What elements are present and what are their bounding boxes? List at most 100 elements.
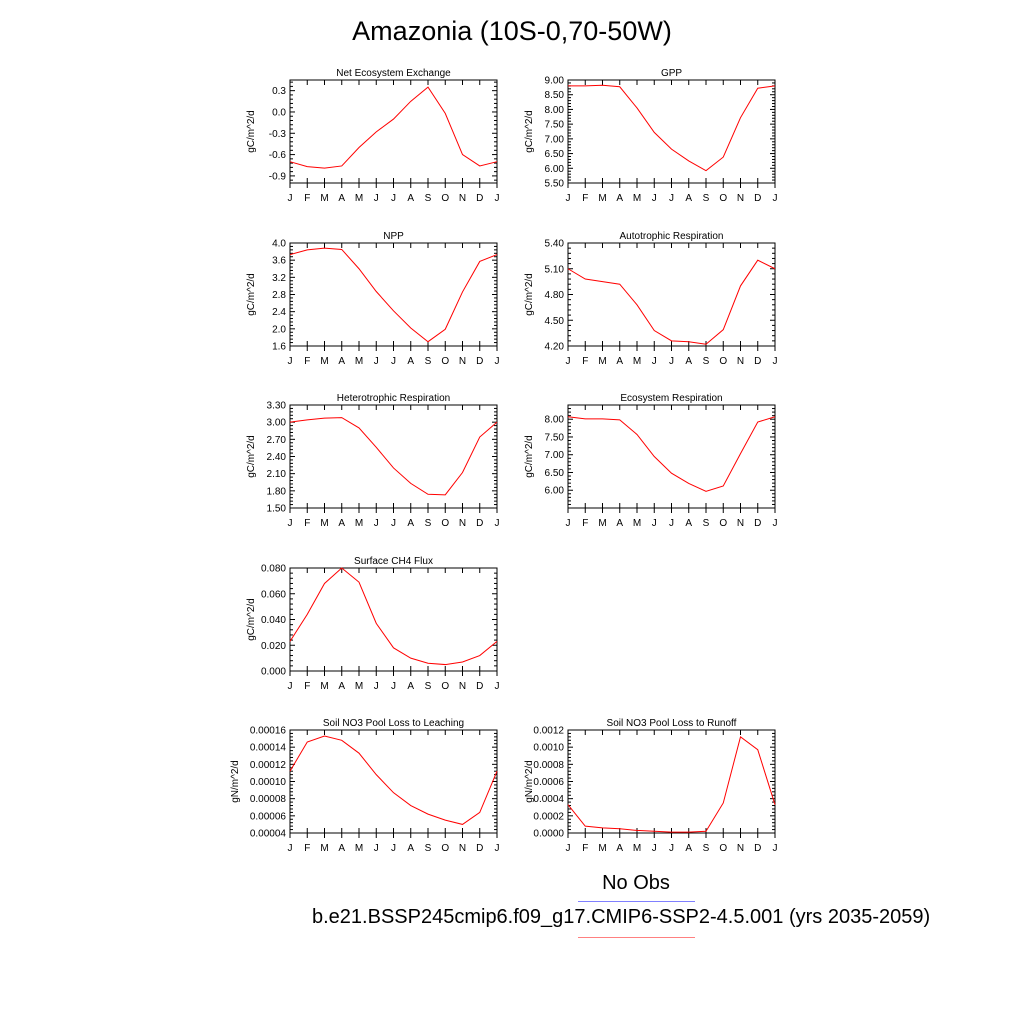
x-tick-label: M bbox=[633, 356, 641, 367]
x-tick-label: O bbox=[719, 193, 727, 204]
x-tick-label: D bbox=[754, 193, 761, 204]
y-tick-label: 8.00 bbox=[545, 105, 565, 116]
x-tick-label: J bbox=[652, 356, 657, 367]
y-tick-label: 2.70 bbox=[267, 435, 287, 446]
x-tick-label: A bbox=[616, 356, 623, 367]
y-tick-label: 0.0 bbox=[272, 107, 286, 118]
y-tick-label: 0.0008 bbox=[533, 760, 564, 771]
y-tick-label: 0.00006 bbox=[250, 811, 287, 822]
x-tick-label: J bbox=[669, 356, 674, 367]
x-tick-label: A bbox=[338, 843, 345, 854]
x-tick-label: M bbox=[320, 843, 328, 854]
x-tick-label: N bbox=[459, 518, 466, 529]
y-axis-label: gC/m^2/d bbox=[246, 110, 257, 153]
series-line bbox=[289, 86, 498, 169]
y-tick-label: 0.00012 bbox=[250, 760, 287, 771]
x-tick-label: J bbox=[391, 193, 396, 204]
x-tick-label: N bbox=[459, 193, 466, 204]
x-tick-label: O bbox=[441, 193, 449, 204]
y-tick-label: 7.50 bbox=[545, 120, 565, 131]
y-axis-label: gC/m^2/d bbox=[524, 273, 535, 316]
x-tick-label: N bbox=[737, 518, 744, 529]
y-tick-label: 2.0 bbox=[272, 324, 286, 335]
y-tick-label: 0.000 bbox=[261, 667, 286, 678]
y-tick-label: -0.9 bbox=[269, 171, 287, 182]
x-tick-label: O bbox=[719, 518, 727, 529]
x-tick-label: J bbox=[652, 843, 657, 854]
x-tick-label: J bbox=[566, 193, 571, 204]
x-tick-label: J bbox=[495, 843, 500, 854]
plot-frame bbox=[567, 242, 776, 347]
y-axis-label: gC/m^2/d bbox=[524, 110, 535, 153]
x-tick-label: A bbox=[616, 193, 623, 204]
x-tick-label: F bbox=[582, 843, 588, 854]
plot-frame bbox=[567, 79, 776, 184]
y-tick-label: 2.40 bbox=[267, 452, 287, 463]
x-tick-label: J bbox=[391, 843, 396, 854]
y-tick-label: 0.0004 bbox=[533, 794, 564, 805]
plot-frame bbox=[289, 729, 498, 834]
y-axis-label: gN/m^2/d bbox=[524, 760, 535, 803]
x-tick-label: N bbox=[737, 843, 744, 854]
plot-frame bbox=[289, 242, 498, 347]
x-tick-label: M bbox=[598, 843, 606, 854]
x-tick-label: F bbox=[582, 356, 588, 367]
x-tick-label: J bbox=[652, 518, 657, 529]
x-tick-label: A bbox=[338, 193, 345, 204]
y-tick-label: 2.8 bbox=[272, 290, 286, 301]
x-tick-label: N bbox=[459, 681, 466, 692]
panel-title: Ecosystem Respiration bbox=[620, 393, 722, 404]
y-tick-label: 2.10 bbox=[267, 469, 287, 480]
x-tick-label: M bbox=[598, 518, 606, 529]
x-tick-label: J bbox=[288, 681, 293, 692]
panel-1: Net Ecosystem Exchange 0.3 0.0 -0.3 -0.6 -0.9… bbox=[246, 68, 500, 204]
x-tick-label: J bbox=[566, 843, 571, 854]
y-tick-label: 4.0 bbox=[272, 239, 286, 250]
x-tick-label: J bbox=[495, 681, 500, 692]
y-tick-label: 3.2 bbox=[272, 273, 286, 284]
legend-model-label: b.e21.BSSP245cmip6.f09_g17.CMIP6-SSP2-4.… bbox=[312, 906, 931, 928]
y-tick-label: 5.50 bbox=[545, 179, 565, 190]
y-tick-label: 0.00004 bbox=[250, 829, 287, 840]
y-tick-label: -0.6 bbox=[269, 150, 287, 161]
x-tick-label: J bbox=[773, 193, 778, 204]
x-tick-label: J bbox=[495, 518, 500, 529]
panel-9: Soil NO3 Pool Loss to Runoff 0.0012 0.0010… bbox=[524, 718, 778, 854]
legend-model-line bbox=[578, 937, 695, 938]
x-tick-label: A bbox=[338, 518, 345, 529]
x-tick-label: S bbox=[425, 843, 432, 854]
figure-title: Amazonia (10S-0,70-50W) bbox=[352, 16, 672, 46]
x-tick-label: D bbox=[754, 843, 761, 854]
y-tick-label: 6.00 bbox=[545, 486, 565, 497]
panel-title: Surface CH4 Flux bbox=[354, 556, 433, 567]
x-tick-label: A bbox=[338, 356, 345, 367]
series-line bbox=[567, 416, 776, 492]
legend-obs-label: No Obs bbox=[602, 872, 670, 894]
x-tick-label: A bbox=[616, 843, 623, 854]
y-tick-label: 5.40 bbox=[545, 239, 565, 250]
x-tick-label: M bbox=[598, 356, 606, 367]
x-tick-label: J bbox=[288, 356, 293, 367]
y-tick-label: 5.10 bbox=[545, 264, 565, 275]
x-tick-label: J bbox=[374, 193, 379, 204]
x-tick-label: S bbox=[703, 518, 710, 529]
y-tick-label: 4.50 bbox=[545, 316, 565, 327]
x-tick-label: J bbox=[652, 193, 657, 204]
x-tick-label: F bbox=[304, 518, 310, 529]
x-tick-label: S bbox=[703, 843, 710, 854]
y-tick-label: 7.00 bbox=[545, 134, 565, 145]
y-tick-label: 8.00 bbox=[545, 415, 565, 426]
x-tick-label: J bbox=[374, 681, 379, 692]
y-tick-label: 0.020 bbox=[261, 641, 286, 652]
x-tick-label: J bbox=[495, 193, 500, 204]
x-tick-label: M bbox=[355, 843, 363, 854]
x-tick-label: S bbox=[425, 193, 432, 204]
x-tick-label: M bbox=[320, 356, 328, 367]
panel-title: Soil NO3 Pool Loss to Leaching bbox=[323, 718, 464, 729]
y-tick-label: 3.30 bbox=[267, 401, 287, 412]
x-tick-label: N bbox=[459, 843, 466, 854]
x-tick-label: M bbox=[355, 193, 363, 204]
y-tick-label: 8.50 bbox=[545, 90, 565, 101]
